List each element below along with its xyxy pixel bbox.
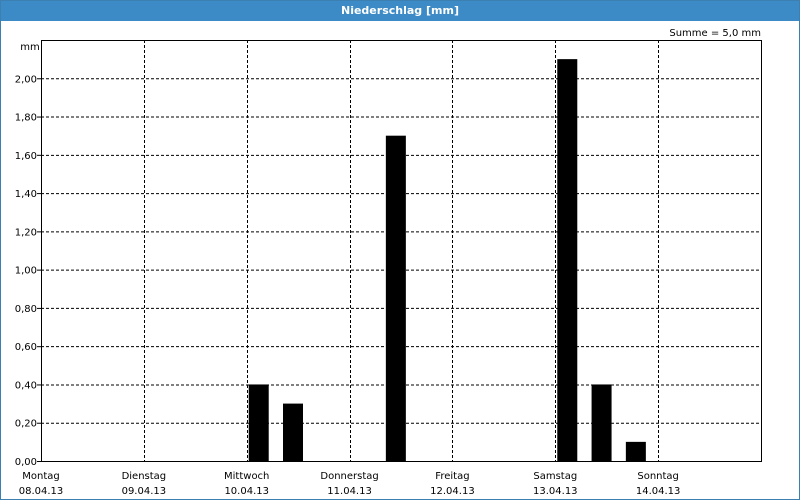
precipitation-bar [248, 384, 269, 461]
x-tick-date-label: 09.04.13 [122, 486, 167, 497]
plot-area [41, 40, 762, 462]
y-tick-label: 1,60 [15, 151, 37, 162]
y-tick-label: 0,80 [15, 304, 37, 315]
precipitation-bar [591, 384, 612, 461]
x-tick-date-label: 08.04.13 [19, 486, 64, 497]
x-tick-date-label: 10.04.13 [224, 486, 269, 497]
x-tick-day-label: Donnerstag [320, 471, 378, 482]
y-tick-label: 0,60 [15, 342, 37, 353]
y-tick-label: 1,80 [15, 113, 37, 124]
sum-annotation: Summe = 5,0 mm [669, 28, 761, 39]
x-tick-day-label: Mittwoch [224, 471, 269, 482]
x-tick-date-label: 12.04.13 [430, 486, 475, 497]
precipitation-bar [625, 441, 646, 461]
precipitation-bar [557, 59, 578, 462]
x-tick-date-label: 13.04.13 [533, 486, 578, 497]
x-tick-day-label: Sonntag [637, 471, 679, 482]
x-tick-date-label: 11.04.13 [327, 486, 372, 497]
x-tick-day-label: Samstag [533, 471, 577, 482]
x-tick-day-label: Freitag [435, 471, 469, 482]
x-tick-day-label: Dienstag [122, 471, 167, 482]
y-tick-label: 1,40 [15, 189, 37, 200]
y-tick-label: 1,00 [15, 266, 37, 277]
y-tick-label: 0,40 [15, 380, 37, 391]
y-axis-label: mm [20, 42, 39, 53]
y-tick-label: 1,20 [15, 227, 37, 238]
y-tick-label: 0,00 [15, 457, 37, 468]
x-tick-date-label: 14.04.13 [636, 486, 681, 497]
y-tick-label: 0,20 [15, 419, 37, 430]
precipitation-bar [283, 403, 303, 461]
x-tick-day-label: Montag [22, 471, 59, 482]
precipitation-bar [385, 135, 406, 461]
chart-title: Niederschlag [mm] [1, 1, 799, 21]
y-tick-label: 2,00 [15, 74, 37, 85]
